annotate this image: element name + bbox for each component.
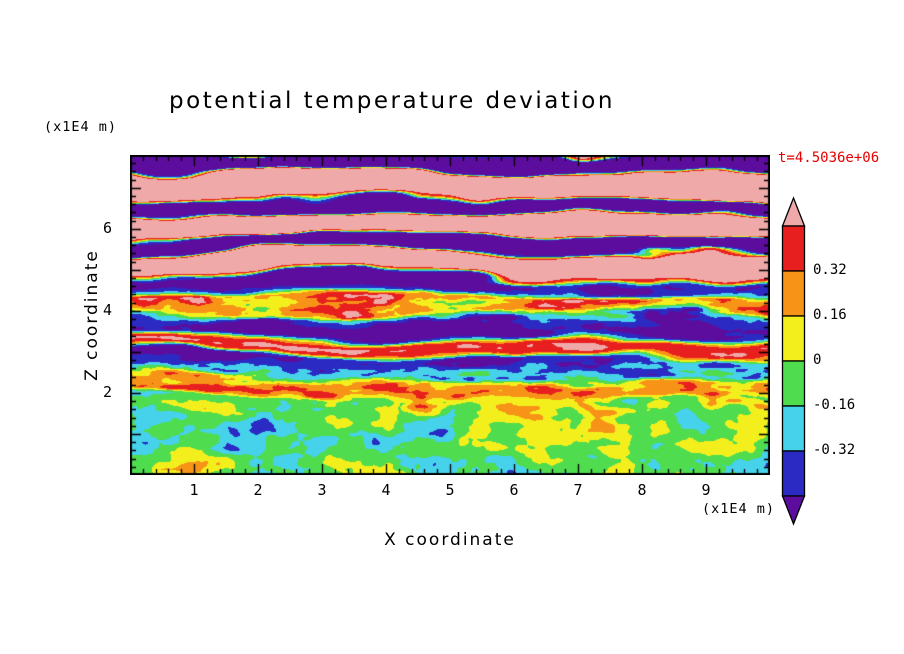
colorbar-box	[781, 315, 806, 362]
plot-title: potential temperature deviation	[169, 88, 615, 114]
x-tick-label: 4	[381, 481, 391, 499]
x-tick-label: 7	[573, 481, 583, 499]
colorbar-box	[781, 450, 806, 497]
x-tick-label: 3	[317, 481, 327, 499]
y-tick-label: 6	[102, 218, 112, 237]
y-tick-label: 2	[102, 382, 112, 401]
colorbar	[781, 196, 806, 526]
time-annotation: t=4.5036e+06	[778, 150, 880, 166]
colorbar-tick-label: -0.32	[813, 442, 856, 458]
colorbar-tick-label: 0.32	[813, 262, 847, 278]
colorbar-tick-label: 0	[813, 352, 822, 368]
heatmap-canvas	[130, 155, 770, 475]
x-tick-label: 5	[445, 481, 455, 499]
y-tick-label: 4	[102, 300, 112, 319]
colorbar-box	[781, 225, 806, 272]
colorbar-box	[781, 360, 806, 407]
x-tick-label: 8	[637, 481, 647, 499]
colorbar-box	[781, 270, 806, 317]
x-tick-label: 1	[189, 481, 199, 499]
x-tick-label: 2	[253, 481, 263, 499]
x-axis-unit-label: (x1E4 m)	[701, 501, 775, 517]
colorbar-box	[781, 405, 806, 452]
x-tick-label: 9	[701, 481, 711, 499]
x-axis-title: X coordinate	[384, 530, 516, 550]
y-axis-unit-label: (x1E4 m)	[44, 119, 118, 135]
x-tick-label: 6	[509, 481, 519, 499]
colorbar-over-arrow	[781, 196, 806, 227]
colorbar-tick-label: -0.16	[813, 397, 856, 413]
colorbar-tick-label: 0.16	[813, 307, 847, 323]
colorbar-under-arrow	[781, 495, 806, 526]
